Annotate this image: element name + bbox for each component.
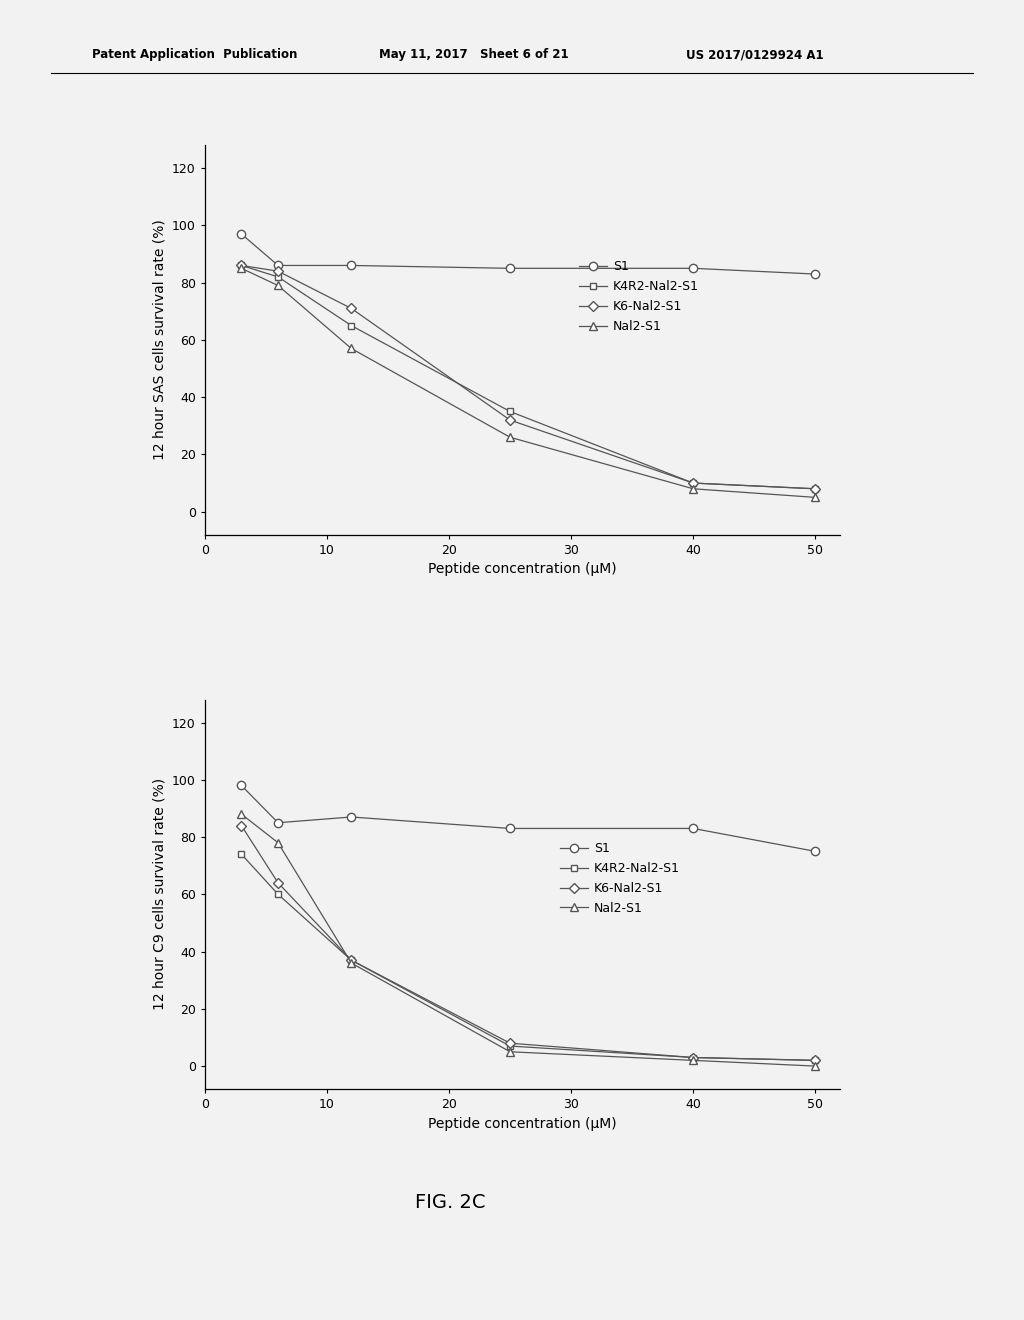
Legend: S1, K4R2-Nal2-S1, K6-Nal2-S1, Nal2-S1: S1, K4R2-Nal2-S1, K6-Nal2-S1, Nal2-S1 xyxy=(580,260,699,333)
Text: Patent Application  Publication: Patent Application Publication xyxy=(92,48,298,61)
Text: FIG. 2C: FIG. 2C xyxy=(416,1193,485,1212)
Y-axis label: 12 hour SAS cells survival rate (%): 12 hour SAS cells survival rate (%) xyxy=(153,219,166,461)
Text: May 11, 2017   Sheet 6 of 21: May 11, 2017 Sheet 6 of 21 xyxy=(379,48,568,61)
X-axis label: Peptide concentration (μM): Peptide concentration (μM) xyxy=(428,1117,616,1131)
Y-axis label: 12 hour C9 cells survival rate (%): 12 hour C9 cells survival rate (%) xyxy=(153,779,166,1010)
Text: US 2017/0129924 A1: US 2017/0129924 A1 xyxy=(686,48,823,61)
Legend: S1, K4R2-Nal2-S1, K6-Nal2-S1, Nal2-S1: S1, K4R2-Nal2-S1, K6-Nal2-S1, Nal2-S1 xyxy=(560,842,680,915)
X-axis label: Peptide concentration (μM): Peptide concentration (μM) xyxy=(428,562,616,577)
